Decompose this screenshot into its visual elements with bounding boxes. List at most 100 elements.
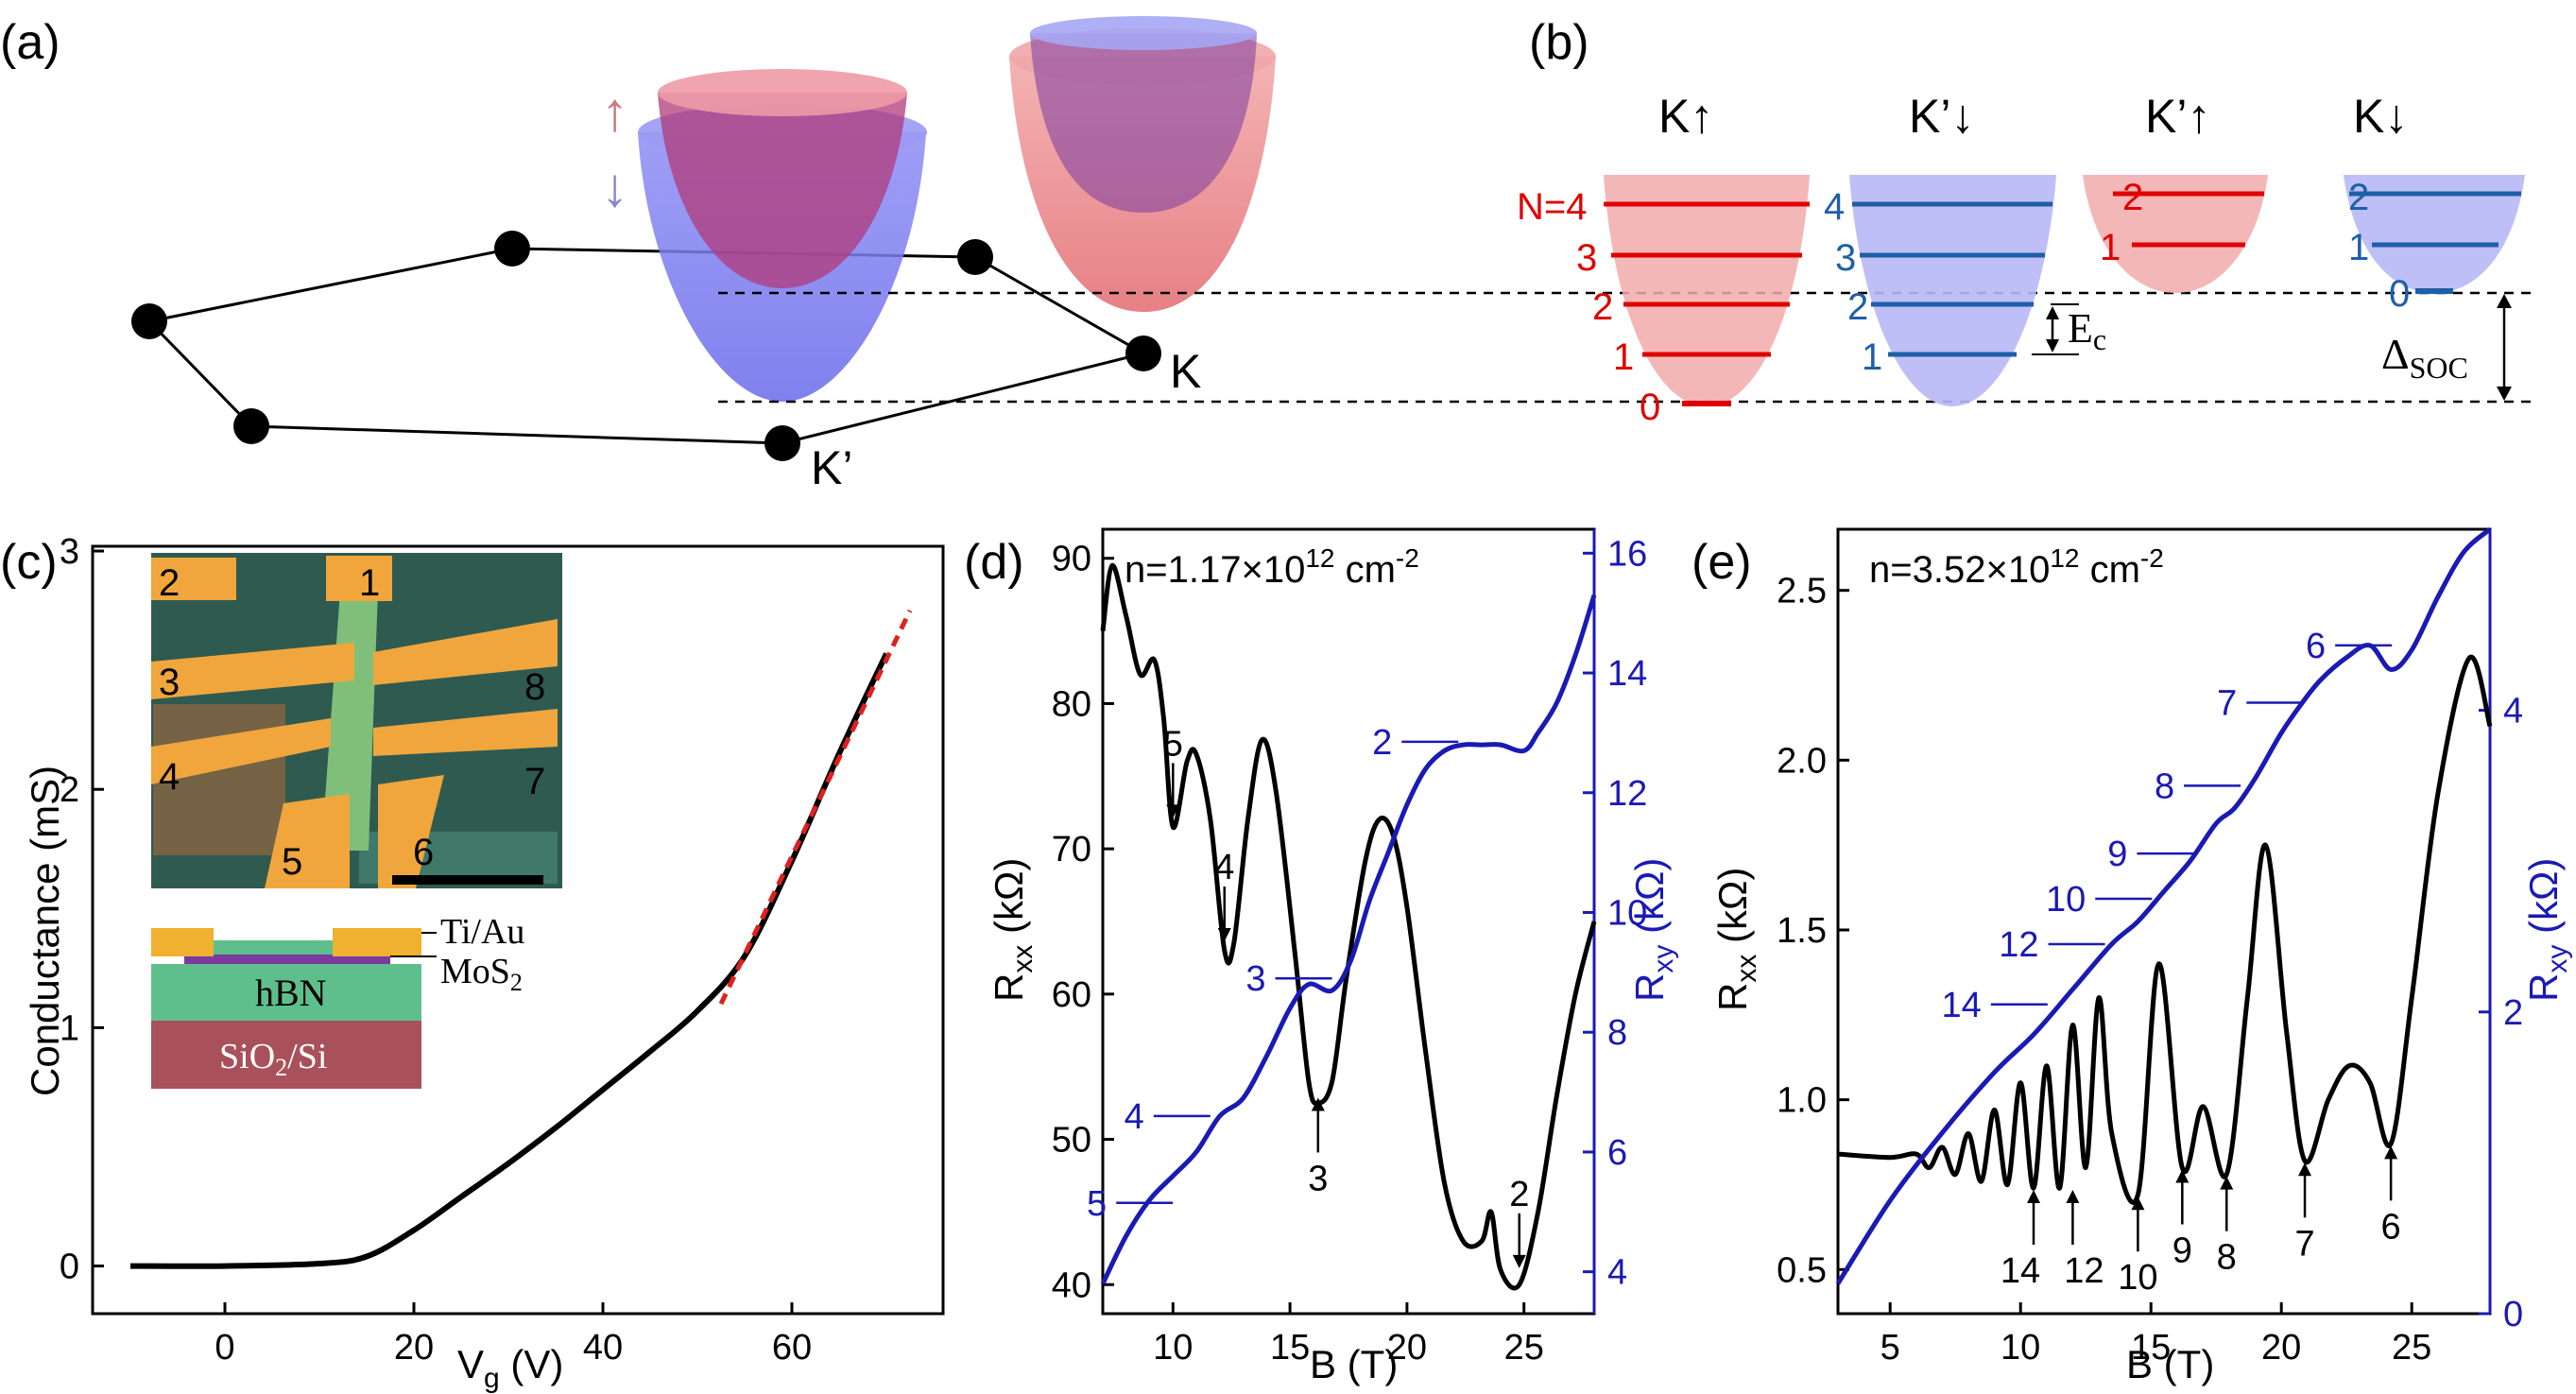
x-tick-label-e-3: 20 [2261, 1328, 2301, 1368]
column-title-2: K’↑ [2145, 90, 2210, 143]
x-tick-label-e-0: 5 [1880, 1328, 1900, 1368]
rxx-arrow-label-e-5: 7 [2294, 1224, 2314, 1264]
panel-c-label: (c) [0, 535, 58, 590]
x-tick-label-e-2: 15 [2131, 1328, 2171, 1368]
cone-kprime-red [658, 93, 907, 288]
level-label-kup-3: 3 [1576, 237, 1597, 279]
y-left-tick-label-e-4: 2.5 [1777, 572, 1827, 611]
y-tick-label-c-3: 3 [60, 532, 79, 572]
soc-label: ΔSOC [2381, 330, 2468, 385]
device-photo: 2 1 3 8 4 7 5 6 [151, 553, 562, 888]
rxx-arrowhead-e-4 [2220, 1176, 2234, 1190]
rxy-plateau-label-e-5: 12 [1999, 925, 2038, 965]
density-d: n=1.17×1012 cm-2 [1125, 543, 1419, 591]
axis-ylabel-left-e: Rxx (kΩ) [1710, 868, 1762, 1011]
rxy-plateau-label-e-1: 7 [2217, 684, 2237, 724]
y-left-tick-label-d-0: 40 [1052, 1265, 1091, 1305]
y-right-tick-label-e-1: 2 [2503, 993, 2523, 1033]
panel-a-label: (a) [0, 15, 60, 70]
rxx-arrow-label-d-1: 4 [1214, 848, 1234, 887]
x-tick-label-d-2: 20 [1387, 1328, 1427, 1368]
level-label-kpdown-1: 1 [1862, 336, 1882, 378]
y-tick-label-c-1: 1 [60, 1008, 79, 1048]
k-point-Kprime [764, 425, 800, 461]
rxy-plateau-label-e-6: 14 [1942, 986, 1982, 1025]
contact-8: 8 [524, 666, 545, 708]
label-K: K [1170, 345, 1201, 398]
y-left-tick-label-e-0: 0.5 [1777, 1250, 1827, 1290]
x-tick-label-e-1: 10 [2001, 1328, 2040, 1368]
stack-label-sio2si: SiO2/Si [219, 1037, 327, 1081]
contact-5: 5 [282, 841, 302, 883]
rxx-arrow-label-e-3: 9 [2172, 1231, 2192, 1270]
level-label-kdown-0: 0 [2389, 273, 2410, 315]
x-tick-label-e-4: 25 [2392, 1328, 2431, 1368]
device-stack: Ti/Au MoS2 hBN SiO2/Si [151, 912, 524, 1089]
bowl-kprime-up [2083, 175, 2268, 293]
k-point-6 [233, 408, 269, 444]
y-left-tick-label-d-3: 70 [1052, 830, 1091, 869]
rxx-rxy-plot-d: 10 15 20 25 40 50 60 70 80 90 4 6 8 10 12 14 16 5 4 3 2 2 3 4 5 [1052, 534, 1648, 1368]
rxx-arrow-label-e-6: 6 [2381, 1207, 2401, 1247]
y-right-tick-label-d-3: 10 [1607, 893, 1647, 933]
level-label-kpup-1: 1 [2100, 227, 2121, 268]
rxx-arrowhead-e-3 [2175, 1169, 2190, 1183]
x-tick-label-c-2: 40 [583, 1328, 623, 1368]
panel-e-label: (e) [1692, 535, 1752, 590]
rxx-arrow-label-e-1: 12 [2064, 1251, 2104, 1291]
contact-3: 3 [159, 662, 180, 703]
panel-a: (a) K K’ ↑ ↓ [0, 15, 2533, 494]
x-tick-label-d-0: 10 [1153, 1328, 1193, 1368]
series-e-Rxy [1835, 527, 2492, 1285]
y-left-tick-label-d-5: 90 [1052, 540, 1091, 579]
y-right-tick-label-e-0: 0 [2503, 1295, 2523, 1334]
y-left-tick-label-e-1: 1.0 [1777, 1081, 1827, 1121]
y-tick-label-c-0: 0 [60, 1248, 79, 1287]
rxy-plateau-label-d-0: 2 [1372, 723, 1392, 763]
rxx-arrowhead-d-1 [1217, 928, 1231, 942]
k-point-1 [131, 303, 167, 339]
k-point-2 [494, 231, 530, 267]
panel-d-label: (d) [964, 535, 1024, 590]
soc-arrow-head-up [2497, 294, 2512, 308]
stack-label-mos2: MoS2 [440, 952, 523, 996]
panel-e-frame [1836, 527, 2492, 1316]
cone-kprime-red-rim [658, 69, 907, 116]
contact-7: 7 [524, 761, 545, 802]
ec-arrow-head-down [2046, 339, 2059, 353]
series-c-1 [718, 610, 913, 1006]
level-label-kup-1: 1 [1613, 336, 1634, 378]
rxy-plateau-label-d-2: 4 [1125, 1097, 1144, 1137]
rxx-arrowhead-d-0 [1166, 804, 1180, 818]
x-tick-label-c-3: 60 [772, 1328, 812, 1368]
panel-b-label: (b) [1529, 15, 1589, 70]
label-Kprime: K’ [811, 441, 852, 494]
rxx-arrowhead-e-2 [2131, 1196, 2145, 1211]
rxx-arrowhead-d-3 [1512, 1254, 1526, 1268]
contact-4: 4 [159, 756, 180, 798]
y-left-tick-label-d-2: 60 [1052, 975, 1091, 1015]
axis-ylabel-left-d: Rxx (kΩ) [987, 858, 1039, 1002]
stack-label-tiau: Ti/Au [440, 912, 524, 952]
rxx-arrow-label-e-2: 10 [2118, 1258, 2157, 1298]
k-point-3 [957, 239, 993, 275]
axis-ylabel-right-e: Rxy (kΩ) [2521, 858, 2573, 1002]
density-e: n=3.52×1012 cm-2 [1869, 543, 2164, 591]
contact-6: 6 [413, 832, 434, 873]
y-right-tick-label-d-4: 12 [1607, 774, 1647, 814]
level-label-kpdown-3: 3 [1835, 237, 1856, 279]
level-label-kup-4: N=4 [1517, 186, 1588, 228]
rxx-arrow-label-e-0: 14 [2001, 1251, 2040, 1291]
soc-arrow-head-down [2497, 387, 2512, 401]
y-left-tick-label-e-2: 1.5 [1777, 911, 1827, 951]
series-d-Rxy [1100, 594, 1597, 1285]
level-label-kpup-2: 2 [2122, 177, 2143, 218]
rxx-arrowhead-e-5 [2298, 1162, 2312, 1177]
level-label-kdown-2: 2 [2348, 177, 2369, 218]
rxx-arrowhead-d-2 [1311, 1097, 1325, 1111]
x-tick-label-c-0: 0 [215, 1328, 234, 1368]
level-label-kpdown-2: 2 [1847, 286, 1868, 328]
conductance-plot: 0 20 40 60 0 1 2 3 [60, 532, 913, 1368]
column-title-3: K↓ [2353, 90, 2408, 143]
y-right-tick-label-d-2: 8 [1607, 1013, 1627, 1053]
